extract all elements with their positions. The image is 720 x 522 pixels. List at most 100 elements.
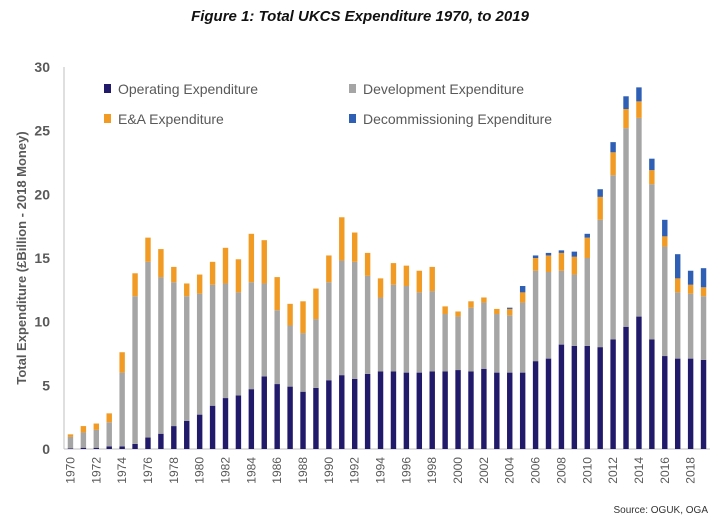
bar-segment-development-expenditure-2013: [623, 128, 629, 327]
bar-segment-development-expenditure-2019: [700, 296, 707, 360]
x-tick-label: 1972: [89, 457, 103, 484]
y-tick-label: 0: [42, 441, 50, 457]
bar-segment-development-expenditure-1976: [145, 261, 151, 438]
bar-segment-operating-expenditure-2009: [571, 345, 578, 449]
bar-segment-development-expenditure-2014: [636, 117, 642, 317]
x-tick-label: 1984: [244, 457, 258, 484]
bar-segment-operating-expenditure-1999: [442, 371, 448, 449]
bar-segment-development-expenditure-1992: [351, 261, 358, 379]
bar-segment-development-expenditure-1991: [339, 260, 345, 376]
bar-segment-development-expenditure-2005: [519, 302, 526, 373]
bar-segment-operating-expenditure-1990: [326, 380, 332, 449]
x-tick-label: 1998: [425, 457, 439, 484]
bar-segment-development-expenditure-2003: [494, 314, 500, 373]
bar-segment-decommissioning-expenditure-2006: [532, 255, 539, 258]
bar-segment-e-a-expenditure-1985: [261, 240, 267, 284]
bar-segment-operating-expenditure-1989: [313, 387, 319, 449]
bar-segment-e-a-expenditure-2009: [571, 256, 578, 275]
bar-segment-development-expenditure-1987: [287, 325, 293, 387]
y-tick-label: 15: [34, 250, 50, 266]
x-tick-label: 2016: [658, 457, 672, 484]
bar-segment-development-expenditure-1974: [119, 372, 125, 447]
x-tick-label: 2008: [554, 457, 568, 484]
bar-segment-operating-expenditure-2006: [532, 361, 539, 449]
bar-segment-operating-expenditure-1974: [119, 446, 125, 449]
y-tick-label: 25: [34, 123, 50, 139]
bar-segment-e-a-expenditure-1970: [67, 434, 74, 437]
bar-segment-operating-expenditure-1981: [209, 405, 216, 449]
bar-segment-operating-expenditure-1976: [145, 437, 151, 449]
bar-segment-operating-expenditure-1971: [80, 447, 87, 449]
bar-segment-operating-expenditure-1977: [158, 433, 164, 449]
legend-swatch: [104, 84, 111, 93]
bar-segment-decommissioning-expenditure-2015: [649, 158, 655, 171]
bar-segment-development-expenditure-1973: [106, 422, 112, 447]
bar-segment-e-a-expenditure-1981: [209, 261, 216, 285]
bar-segment-development-expenditure-2012: [610, 175, 616, 340]
bar-segment-e-a-expenditure-2005: [519, 292, 526, 303]
x-tick-label: 1970: [63, 457, 77, 484]
bar-segment-operating-expenditure-2017: [674, 358, 681, 449]
bar-segment-decommissioning-expenditure-2018: [687, 270, 694, 285]
bar-segment-development-expenditure-1984: [248, 282, 255, 390]
bar-segment-e-a-expenditure-1990: [326, 255, 332, 283]
bar-segment-e-a-expenditure-2013: [623, 109, 629, 129]
x-tick-label: 2000: [451, 457, 465, 484]
x-tick-label: 1982: [219, 457, 233, 484]
bar-segment-development-expenditure-1989: [313, 319, 319, 388]
bar-segment-development-expenditure-2015: [649, 184, 655, 340]
bar-segment-operating-expenditure-2012: [610, 339, 616, 449]
bar-segment-operating-expenditure-2003: [494, 372, 500, 449]
bar-segment-e-a-expenditure-1995: [390, 263, 397, 285]
bar-segment-development-expenditure-1978: [171, 282, 177, 427]
bar-segment-operating-expenditure-2008: [558, 344, 565, 449]
bar-segment-development-expenditure-1972: [93, 429, 100, 448]
legend-label: Decommissioning Expenditure: [363, 111, 552, 127]
bar-segment-development-expenditure-1994: [377, 297, 384, 372]
legend-swatch: [349, 114, 356, 123]
bar-segment-decommissioning-expenditure-2005: [519, 286, 526, 293]
bar-segment-development-expenditure-1988: [300, 333, 306, 392]
bar-segment-e-a-expenditure-1973: [106, 413, 112, 423]
bar-segment-decommissioning-expenditure-2008: [558, 250, 565, 253]
bar-segment-decommissioning-expenditure-2019: [700, 268, 707, 288]
bar-segment-operating-expenditure-2013: [623, 326, 629, 449]
bar-segment-operating-expenditure-1987: [287, 386, 293, 449]
bar-segment-development-expenditure-2010: [584, 258, 590, 346]
bar-segment-operating-expenditure-1985: [261, 376, 267, 449]
bar-segment-e-a-expenditure-2008: [558, 252, 565, 271]
x-tick-label: 2018: [684, 457, 698, 484]
bar-segment-development-expenditure-1985: [261, 283, 267, 377]
bar-segment-e-a-expenditure-2015: [649, 170, 655, 185]
bar-segment-e-a-expenditure-2019: [700, 287, 707, 297]
bar-segment-development-expenditure-2006: [532, 270, 539, 362]
bar-segment-operating-expenditure-1991: [339, 375, 345, 449]
bar-segment-decommissioning-expenditure-2010: [584, 233, 590, 238]
bar-segment-development-expenditure-1975: [132, 296, 138, 444]
bar-segment-development-expenditure-1981: [209, 284, 216, 406]
bar-segment-development-expenditure-2004: [507, 315, 513, 373]
bar-segment-e-a-expenditure-1976: [145, 237, 151, 262]
bar-segment-e-a-expenditure-1984: [248, 233, 255, 283]
bar-segment-e-a-expenditure-1989: [313, 288, 319, 320]
bar-segment-operating-expenditure-1983: [235, 395, 242, 449]
bar-segment-operating-expenditure-2018: [687, 358, 694, 449]
bar-segment-operating-expenditure-1972: [93, 447, 100, 449]
bar-segment-operating-expenditure-1982: [222, 398, 229, 449]
bar-segment-development-expenditure-1997: [416, 292, 423, 373]
bar-segment-development-expenditure-1982: [222, 283, 229, 399]
bar-segment-e-a-expenditure-2017: [674, 278, 681, 293]
bar-segment-e-a-expenditure-1992: [351, 232, 358, 262]
bar-segment-e-a-expenditure-2018: [687, 284, 694, 294]
bar-segment-decommissioning-expenditure-2012: [610, 142, 616, 153]
bar-segment-operating-expenditure-1988: [300, 391, 306, 449]
x-tick-label: 1980: [193, 457, 207, 484]
bar-segment-e-a-expenditure-1996: [403, 265, 410, 287]
x-tick-label: 2002: [477, 457, 491, 484]
bar-segment-operating-expenditure-1992: [351, 378, 358, 449]
bar-segment-decommissioning-expenditure-2016: [662, 219, 668, 237]
y-tick-labels: 0 5 10 15 20 25 30: [34, 59, 50, 457]
bar-segment-development-expenditure-1990: [326, 282, 332, 381]
bar-segment-e-a-expenditure-1980: [196, 274, 203, 294]
bar-segment-operating-expenditure-2002: [481, 368, 487, 449]
